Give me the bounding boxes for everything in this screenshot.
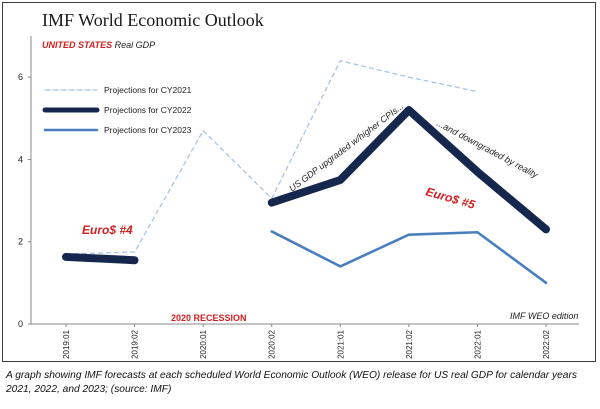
- subtitle-country: UNITED STATES: [42, 40, 113, 50]
- x-tick-label: 2022:01: [473, 329, 482, 358]
- series-layer: [62, 60, 550, 285]
- y-tick-label: 0: [18, 319, 23, 329]
- annotation-recession: 2020 RECESSION: [171, 313, 247, 323]
- legend-label: Projections for CY2021: [104, 85, 192, 95]
- legend-label: Projections for CY2023: [104, 125, 192, 135]
- annotation-euro5: Euro$ #5: [424, 184, 477, 212]
- x-tick-label: 2019:01: [62, 329, 71, 358]
- y-tick-label: 4: [18, 154, 23, 164]
- x-tick-label: 2022:02: [542, 329, 551, 358]
- annotation-edition: IMF WEO edition: [510, 311, 578, 321]
- chart-subtitle: UNITED STATES Real GDP: [42, 40, 155, 50]
- chart-title: IMF World Economic Outlook: [42, 10, 264, 30]
- annotation-euro4: Euro$ #4: [82, 223, 133, 237]
- y-tick-label: 6: [18, 72, 23, 82]
- chart-plot: 0 2 4 6 2019:01 2019:02 2020:01 2020:02 2021:01 2…: [18, 36, 579, 359]
- series-line-cy2023: [270, 230, 548, 285]
- chart-frame: [2, 2, 596, 362]
- figure-caption: A graph showing IMF forecasts at each sc…: [6, 370, 577, 395]
- subtitle-measure: Real GDP: [112, 40, 156, 50]
- y-tick-label: 2: [18, 237, 23, 247]
- x-tick-label: 2021:01: [336, 329, 345, 358]
- annotation-upgrade: US GDP upgraded w/higher CPIs...: [287, 101, 405, 194]
- x-tick-label: 2019:02: [131, 329, 140, 358]
- x-tick-label: 2021:02: [405, 329, 414, 358]
- legend-label: Projections for CY2022: [104, 105, 192, 115]
- x-tick-label: 2020:01: [199, 329, 208, 358]
- legend: Projections for CY2021 Projections for CY…: [42, 85, 192, 135]
- x-tick-label: 2020:02: [268, 329, 277, 358]
- axes: 0 2 4 6 2019:01 2019:02 2020:01 2020:02 2021:01 2…: [18, 36, 579, 359]
- series-line-cy2022: [62, 252, 139, 265]
